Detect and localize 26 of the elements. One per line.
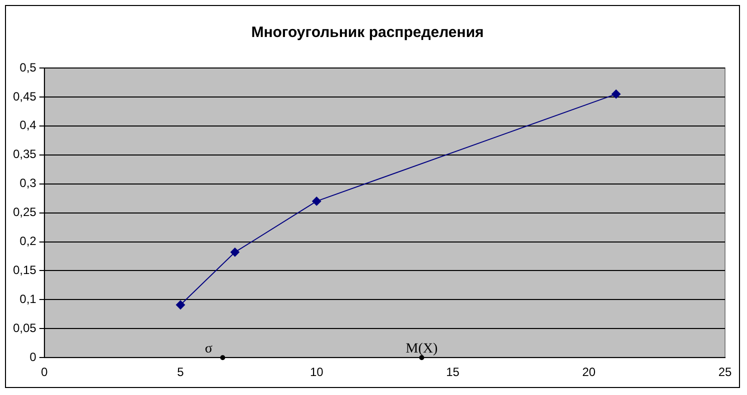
y-tick-label: 0,15 [12,263,37,278]
point [176,300,185,310]
y-tick-label: 0,3 [20,176,37,190]
annotation: M(X) [406,341,438,356]
y-tick-label: 0,45 [12,89,37,104]
point [612,90,621,99]
y-tick-label: 0,4 [20,118,37,132]
y-tick-label: 0,1 [20,292,37,306]
x-tick-label: 10 [310,365,324,380]
x-tick-label: 25 [718,365,732,380]
y-tick-label: 0,35 [12,147,37,162]
y-tick-label: 0,2 [20,234,37,248]
chart-title: Многоугольник распределения [251,24,484,42]
annotation: σ [204,341,213,356]
x-tick-label: 0 [41,365,48,380]
y-tick-label: 0,5 [20,60,37,74]
point [312,196,322,206]
x-tick-label: 15 [446,365,460,380]
y-tick-label: 0,05 [12,320,37,335]
point [220,355,226,360]
x-tick-label: 20 [582,365,596,380]
point [419,355,424,360]
y-tick-label: 0,25 [12,205,37,220]
point [230,248,240,257]
x-tick-label: 5 [177,365,184,380]
y-tick-label: 0 [30,350,37,364]
